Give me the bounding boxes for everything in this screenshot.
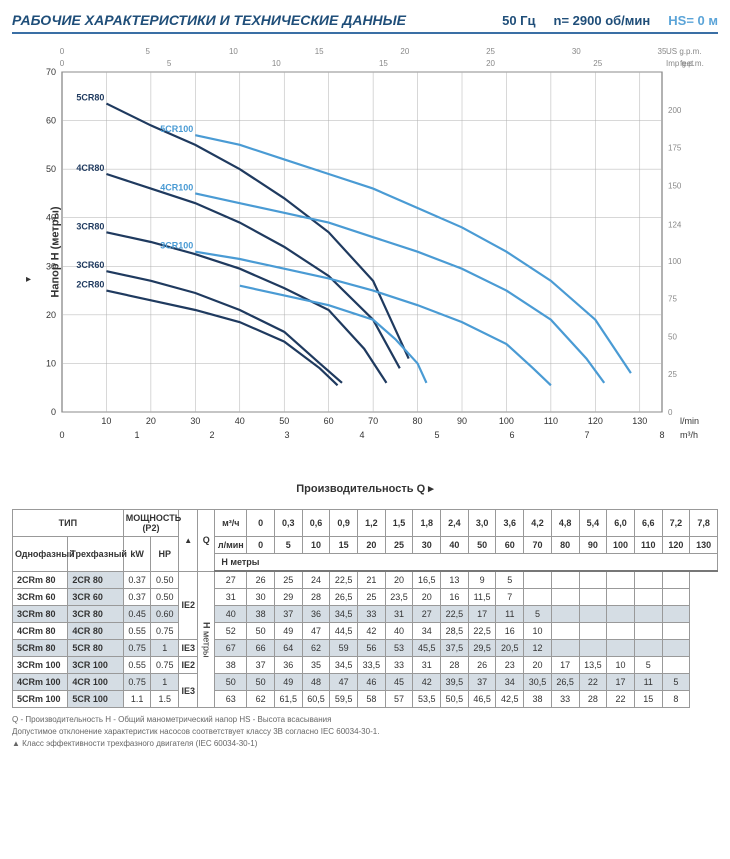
svg-text:3: 3: [284, 430, 289, 440]
svg-text:4CR80: 4CR80: [76, 163, 104, 173]
svg-text:20: 20: [46, 310, 56, 320]
x-axis-label: Производительность Q ▸: [12, 482, 718, 495]
svg-text:▸: ▸: [26, 274, 31, 285]
svg-text:10: 10: [46, 358, 56, 368]
svg-text:200: 200: [668, 106, 682, 115]
svg-text:m³/h: m³/h: [680, 430, 698, 440]
svg-text:110: 110: [544, 416, 558, 426]
svg-text:15: 15: [379, 59, 388, 68]
svg-text:25: 25: [593, 59, 602, 68]
svg-text:70: 70: [368, 416, 378, 426]
footnote-2: Допустимое отклонение характеристик насо…: [12, 726, 718, 738]
footnotes: Q - Производительность H - Общий маномет…: [12, 714, 718, 750]
svg-text:150: 150: [668, 181, 682, 190]
svg-text:5: 5: [167, 59, 172, 68]
svg-text:4: 4: [359, 430, 364, 440]
svg-text:50: 50: [46, 164, 56, 174]
svg-text:50: 50: [279, 416, 289, 426]
svg-text:feet: feet: [680, 59, 694, 68]
svg-text:2: 2: [209, 430, 214, 440]
svg-text:0: 0: [51, 407, 56, 417]
svg-text:15: 15: [315, 47, 324, 56]
svg-text:0: 0: [60, 47, 65, 56]
svg-text:25: 25: [668, 370, 677, 379]
svg-text:US g.p.m.: US g.p.m.: [666, 47, 702, 56]
svg-text:60: 60: [324, 416, 334, 426]
footnote-3: ▲ Класс эффективности трехфазного двигат…: [12, 738, 718, 750]
svg-text:3CR80: 3CR80: [76, 221, 104, 231]
footnote-1: Q - Производительность H - Общий маномет…: [12, 714, 718, 726]
svg-text:4CR100: 4CR100: [160, 182, 193, 192]
spec-freq: 50 Гц: [502, 13, 535, 28]
svg-text:0: 0: [60, 59, 65, 68]
svg-text:124: 124: [668, 221, 682, 230]
performance-chart: Напор H (метры) 102030405060708090100110…: [12, 42, 718, 462]
svg-text:8: 8: [659, 430, 664, 440]
svg-text:75: 75: [668, 295, 677, 304]
svg-text:40: 40: [235, 416, 245, 426]
svg-text:l/min: l/min: [680, 416, 699, 426]
svg-text:90: 90: [457, 416, 467, 426]
svg-text:50: 50: [668, 332, 677, 341]
svg-text:5: 5: [145, 47, 150, 56]
page-header: РАБОЧИЕ ХАРАКТЕРИСТИКИ И ТЕХНИЧЕСКИЕ ДАН…: [12, 12, 718, 34]
svg-text:5CR80: 5CR80: [76, 93, 104, 103]
svg-text:175: 175: [668, 144, 682, 153]
svg-text:0: 0: [59, 430, 64, 440]
svg-text:70: 70: [46, 67, 56, 77]
svg-text:0: 0: [668, 408, 673, 417]
svg-text:3CR100: 3CR100: [160, 241, 193, 251]
svg-text:20: 20: [486, 59, 495, 68]
svg-text:120: 120: [588, 416, 603, 426]
svg-text:5: 5: [434, 430, 439, 440]
page-title: РАБОЧИЕ ХАРАКТЕРИСТИКИ И ТЕХНИЧЕСКИЕ ДАН…: [12, 12, 484, 28]
svg-text:1: 1: [134, 430, 139, 440]
svg-text:60: 60: [46, 116, 56, 126]
performance-table: ТИПМОЩНОСТЬ (P2)▲Qм³/ч00,30,60,91,21,51,…: [12, 509, 718, 708]
chart-svg: 102030405060708090100110120130l/min01234…: [12, 42, 712, 462]
svg-text:30: 30: [572, 47, 581, 56]
svg-text:7: 7: [584, 430, 589, 440]
svg-text:20: 20: [400, 47, 409, 56]
svg-text:3CR60: 3CR60: [76, 260, 104, 270]
svg-text:100: 100: [499, 416, 514, 426]
svg-text:10: 10: [101, 416, 111, 426]
svg-text:2CR80: 2CR80: [76, 280, 104, 290]
svg-text:80: 80: [413, 416, 423, 426]
svg-text:30: 30: [190, 416, 200, 426]
svg-text:130: 130: [632, 416, 647, 426]
spec-rpm: n= 2900 об/мин: [554, 13, 651, 28]
y-axis-label: Напор H (метры): [50, 206, 62, 297]
svg-text:5CR100: 5CR100: [160, 124, 193, 134]
svg-text:10: 10: [229, 47, 238, 56]
svg-text:25: 25: [486, 47, 495, 56]
svg-text:100: 100: [668, 257, 682, 266]
svg-text:10: 10: [272, 59, 281, 68]
svg-text:20: 20: [146, 416, 156, 426]
svg-text:6: 6: [509, 430, 514, 440]
spec-hs: HS= 0 м: [668, 13, 718, 28]
